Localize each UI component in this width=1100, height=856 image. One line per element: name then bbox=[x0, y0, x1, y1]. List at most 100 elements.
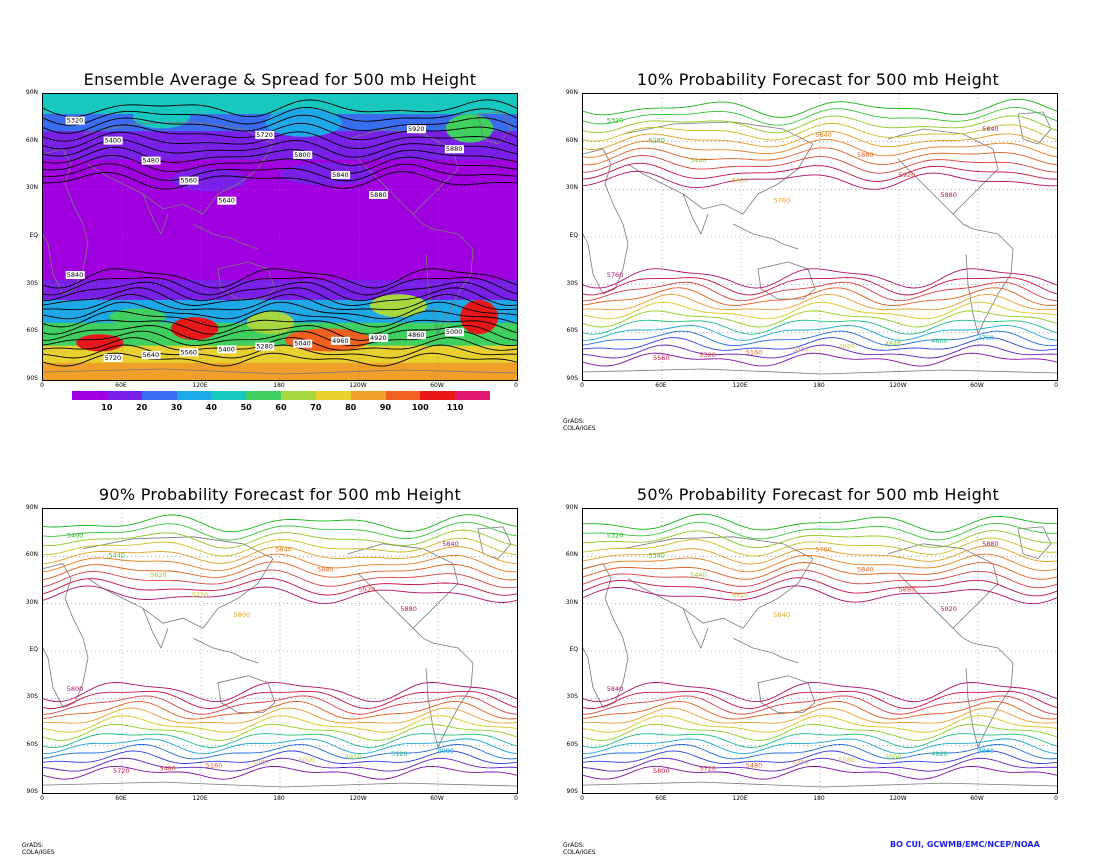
contour-label: 5880 bbox=[317, 565, 334, 573]
lon-label: 120W bbox=[889, 795, 907, 802]
contour-label: 4920 bbox=[370, 334, 387, 342]
credit-text: GrADS: COLA/IGES bbox=[22, 842, 55, 856]
colorbar-swatch bbox=[106, 391, 143, 400]
contour-label: 5320 bbox=[607, 117, 624, 125]
contour-line bbox=[43, 546, 517, 564]
contour-label: 4800 bbox=[931, 337, 948, 345]
coastline bbox=[43, 563, 89, 709]
contour-line bbox=[43, 682, 517, 703]
contour-line bbox=[583, 562, 1057, 580]
coastline bbox=[425, 228, 474, 336]
contour-line bbox=[43, 765, 517, 780]
contour-line bbox=[583, 106, 1057, 126]
contour-line bbox=[43, 707, 517, 724]
lat-label: 30S bbox=[26, 693, 38, 701]
contour-line bbox=[43, 585, 517, 605]
contour-line bbox=[583, 115, 1057, 134]
lon-label: 120E bbox=[192, 795, 208, 802]
contour-label: 4860 bbox=[408, 331, 425, 339]
lat-label: 30N bbox=[565, 598, 578, 606]
colorbar-swatch bbox=[315, 391, 352, 400]
contour-label: 5880 bbox=[899, 585, 916, 593]
contour-line bbox=[43, 743, 517, 760]
contour-label: 5280 bbox=[648, 137, 665, 145]
contour-label: 5640 bbox=[218, 197, 235, 205]
contour-label-bg bbox=[331, 336, 351, 345]
spread-blob bbox=[265, 108, 342, 137]
colorbar-label: 10 bbox=[101, 403, 113, 412]
contour-line bbox=[43, 514, 517, 533]
contour-line bbox=[583, 553, 1057, 573]
contour-label: 5120 bbox=[391, 750, 408, 758]
contour-label-bg bbox=[406, 125, 426, 134]
lon-label: 180 bbox=[813, 795, 825, 802]
contour-label: 4960 bbox=[332, 337, 349, 345]
contour-line bbox=[43, 553, 517, 573]
contour-label: 5840 bbox=[332, 171, 349, 179]
contour-line bbox=[43, 114, 517, 134]
contour-label: 5800 bbox=[653, 767, 670, 775]
colorbar-label: 80 bbox=[345, 403, 357, 412]
coastlines bbox=[583, 526, 1057, 788]
map-frame: 5320 5380 5440 5520 5640 5760 5840 5880 5920 5880… bbox=[582, 508, 1058, 794]
contour-line bbox=[43, 738, 517, 755]
contour-labels: 5320 5400 5480 5560 5640 5720 5800 5840 5880 5920… bbox=[65, 116, 464, 362]
contour-line bbox=[583, 147, 1057, 166]
contour-label: 4840 bbox=[885, 340, 902, 348]
contour-label-bg bbox=[103, 136, 123, 145]
contour-label: 5200 bbox=[792, 759, 809, 767]
panel-title: 90% Probability Forecast for 500 mb Heig… bbox=[98, 485, 462, 504]
coastline bbox=[82, 536, 274, 629]
contour-line bbox=[583, 325, 1057, 341]
contour-label: 5480 bbox=[143, 157, 160, 165]
lon-label: 180 bbox=[273, 795, 285, 802]
contour-labels: 5320 5380 5440 5520 5640 5760 5840 5880 5920 5880… bbox=[607, 531, 999, 775]
contour-line bbox=[583, 757, 1057, 772]
coastline bbox=[217, 675, 276, 713]
contour-label: 5720 bbox=[105, 354, 122, 362]
colorbar-label: 40 bbox=[205, 403, 217, 412]
contour-label: 5920 bbox=[359, 585, 376, 593]
contour-label: 5520 bbox=[732, 591, 749, 599]
contour-label: 5000 bbox=[885, 753, 902, 761]
lat-label: EQ bbox=[569, 646, 578, 653]
panel-title: 50% Probability Forecast for 500 mb Heig… bbox=[636, 485, 1000, 504]
coastline bbox=[43, 368, 517, 375]
contour-line bbox=[583, 155, 1057, 174]
contour-label: 5640 bbox=[774, 611, 791, 619]
lat-label: 90N bbox=[25, 504, 38, 511]
coastline bbox=[43, 781, 517, 788]
contour-line bbox=[43, 352, 517, 367]
colorbar-label: 30 bbox=[170, 403, 183, 412]
contour-label-bg bbox=[369, 190, 389, 199]
colorbar-swatch bbox=[72, 391, 108, 400]
map-frame: 5320 5280 5440 5600 5760 5840 5880 5920 5880 5840… bbox=[582, 93, 1058, 381]
lat-label: 90S bbox=[566, 788, 578, 795]
contour-line bbox=[583, 319, 1057, 335]
map-svg: 5320 5280 5440 5600 5760 5840 5880 5920 5880 5840… bbox=[583, 94, 1057, 380]
spread-band bbox=[43, 362, 517, 380]
map-svg: 5400 5440 5620 5720 5800 5840 5880 5920 5880 5840… bbox=[43, 509, 517, 793]
lat-label: 60N bbox=[565, 551, 578, 559]
contour-line bbox=[43, 723, 517, 741]
contour-line bbox=[43, 131, 517, 150]
contour-line bbox=[43, 122, 517, 142]
lon-label: 60W bbox=[970, 795, 984, 802]
lon-label: 180 bbox=[273, 382, 285, 389]
colorbar-label: 60 bbox=[275, 403, 287, 412]
contour-line bbox=[583, 521, 1057, 541]
colorbar-swatch bbox=[141, 391, 177, 400]
lon-label: 120E bbox=[732, 795, 748, 802]
contour-label: 5640 bbox=[143, 351, 160, 359]
contour-line bbox=[583, 750, 1057, 764]
contour-label: 5920 bbox=[408, 125, 425, 133]
contour-label-bg bbox=[255, 342, 275, 351]
coastline bbox=[583, 368, 1057, 375]
coastline bbox=[682, 193, 709, 235]
lon-label: 60W bbox=[430, 795, 444, 802]
panel-title: 10% Probability Forecast for 500 mb Heig… bbox=[636, 70, 1000, 89]
lat-label: 90S bbox=[26, 788, 38, 795]
colorbar-swatch bbox=[211, 391, 247, 400]
lon-label: 120W bbox=[349, 382, 367, 389]
contour-label: 5880 bbox=[446, 145, 463, 153]
